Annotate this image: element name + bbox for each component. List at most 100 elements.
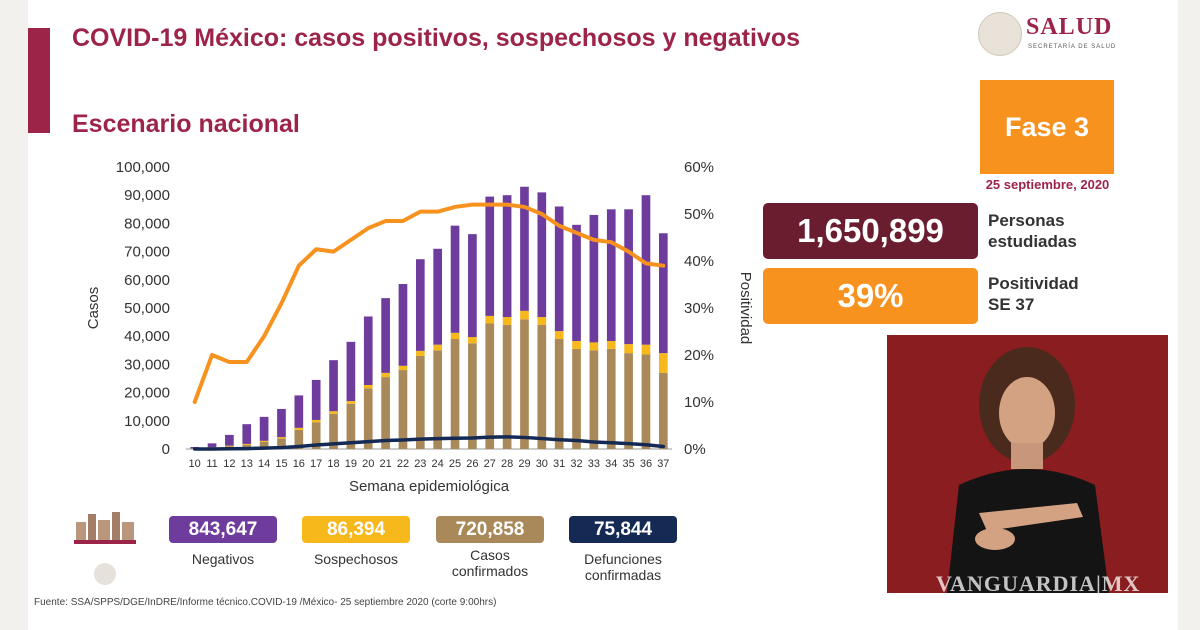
x-tick-label: 35 [622,458,634,470]
bar-sospechosos [554,331,564,340]
bar-sospechosos [346,401,356,404]
bar-sospechosos [641,344,651,355]
bar-negativos [502,195,512,318]
x-tick-label: 28 [501,458,513,470]
bar-negativos [259,416,269,441]
sign-language-interpreter-video [887,335,1168,593]
bar-sospechosos [242,443,252,445]
bar-negativos [572,224,581,341]
x-tick-label: 30 [536,458,548,470]
bar-sospechosos [311,419,321,423]
x-tick-label: 10 [189,458,201,470]
slide-title: COVID-19 México: casos positivos, sospec… [72,24,801,52]
x-tick-label: 37 [657,458,669,470]
title-accent-bar [28,28,50,133]
bar-casos-confirmados [259,441,269,449]
bar-negativos [589,214,599,343]
bar-negativos [207,443,217,448]
bar-casos-confirmados [468,343,477,449]
stat-studied-label-line1: Personas [988,211,1065,230]
bar-negativos [277,408,286,438]
city-skyline-icon [74,512,136,585]
bar-casos-confirmados [363,388,373,449]
y2-tick-label: 30% [684,300,714,317]
y2-axis-title: Positividad [737,272,754,345]
x-tick-label: 22 [397,458,409,470]
y2-tick-label: 20% [684,347,714,364]
y2-tick-label: 50% [684,206,714,223]
total-negative-label: Negativos [191,551,255,567]
bar-casos-confirmados [537,324,547,449]
stat-positivity-label-line1: Positividad [988,274,1079,293]
bar-negativos [624,209,633,345]
x-tick-label: 27 [484,458,496,470]
total-confirmed-label: Casos confirmados [451,547,529,579]
bar-sospechosos [225,445,234,447]
x-tick-label: 31 [553,458,565,470]
bar-negativos [225,434,234,446]
bar-casos-confirmados [415,355,425,449]
source-note: Fuente: SSA/SPPS/DGE/InDRE/Informe técni… [34,597,497,608]
bar-sospechosos [381,372,390,378]
bar-sospechosos [624,344,633,354]
x-tick-label: 14 [258,458,270,470]
bar-sospechosos [398,365,408,371]
bar-negativos [381,298,390,373]
stat-positivity-label-line2: SE 37 [988,295,1035,314]
y-tick-label: 0 [162,441,170,458]
national-seal-icon [978,12,1022,56]
line-positividad [192,202,666,404]
y-tick-label: 50,000 [124,300,170,317]
bar-sospechosos [259,440,269,442]
bar-negativos [433,248,443,345]
bar-casos-confirmados [641,354,651,449]
bar-negativos [537,192,547,318]
x-tick-label: 21 [379,458,391,470]
y-axis-title: Casos [85,287,102,330]
x-tick-label: 20 [362,458,374,470]
bar-casos-confirmados [311,422,321,449]
x-tick-label: 19 [345,458,357,470]
bar-negativos [242,424,252,444]
bar-sospechosos [658,353,668,373]
x-tick-label: 13 [241,458,253,470]
watermark: VANGUARDIA|MX [936,571,1141,596]
x-tick-label: 18 [327,458,339,470]
bar-casos-confirmados [658,372,668,449]
bar-sospechosos [589,342,599,351]
y-tick-label: 30,000 [124,356,170,373]
report-date: 25 septiembre, 2020 [985,177,1110,192]
y2-tick-label: 10% [684,394,714,411]
bar-negativos [329,360,338,412]
bar-sospechosos [606,340,616,349]
bar-casos-confirmados [589,350,599,449]
bar-sospechosos [520,310,529,320]
bar-sospechosos [294,427,304,430]
x-tick-label: 16 [293,458,305,470]
y2-tick-label: 40% [684,253,714,270]
x-tick-label: 12 [223,458,235,470]
total-negative-value: 843,647 [169,516,277,543]
slide-subtitle: Escenario nacional [72,110,300,138]
y-tick-label: 60,000 [124,272,170,289]
bar-casos-confirmados [624,353,633,449]
bar-casos-confirmados [485,323,495,449]
salud-logo: SALUD SECRETARÍA DE SALUD [978,12,1128,56]
bar-sospechosos [537,317,547,325]
bar-casos-confirmados [572,348,581,449]
logo-name: SALUD [1026,14,1113,40]
bar-casos-confirmados [381,377,390,449]
bar-casos-confirmados [277,438,286,449]
x-tick-label: 36 [640,458,652,470]
total-confirmed-value: 720,858 [436,516,544,543]
total-suspected-label: Sospechosos [313,551,399,567]
bar-sospechosos [433,344,443,351]
x-tick-label: 15 [275,458,287,470]
y-tick-label: 70,000 [124,244,170,261]
bar-casos-confirmados [329,413,338,449]
logo-subtitle: SECRETARÍA DE SALUD [1028,44,1117,50]
y-tick-label: 40,000 [124,328,170,345]
stat-studied-label: Personas estudiadas [988,210,1077,252]
y-tick-label: 20,000 [124,385,170,402]
bar-sospechosos [572,340,581,349]
